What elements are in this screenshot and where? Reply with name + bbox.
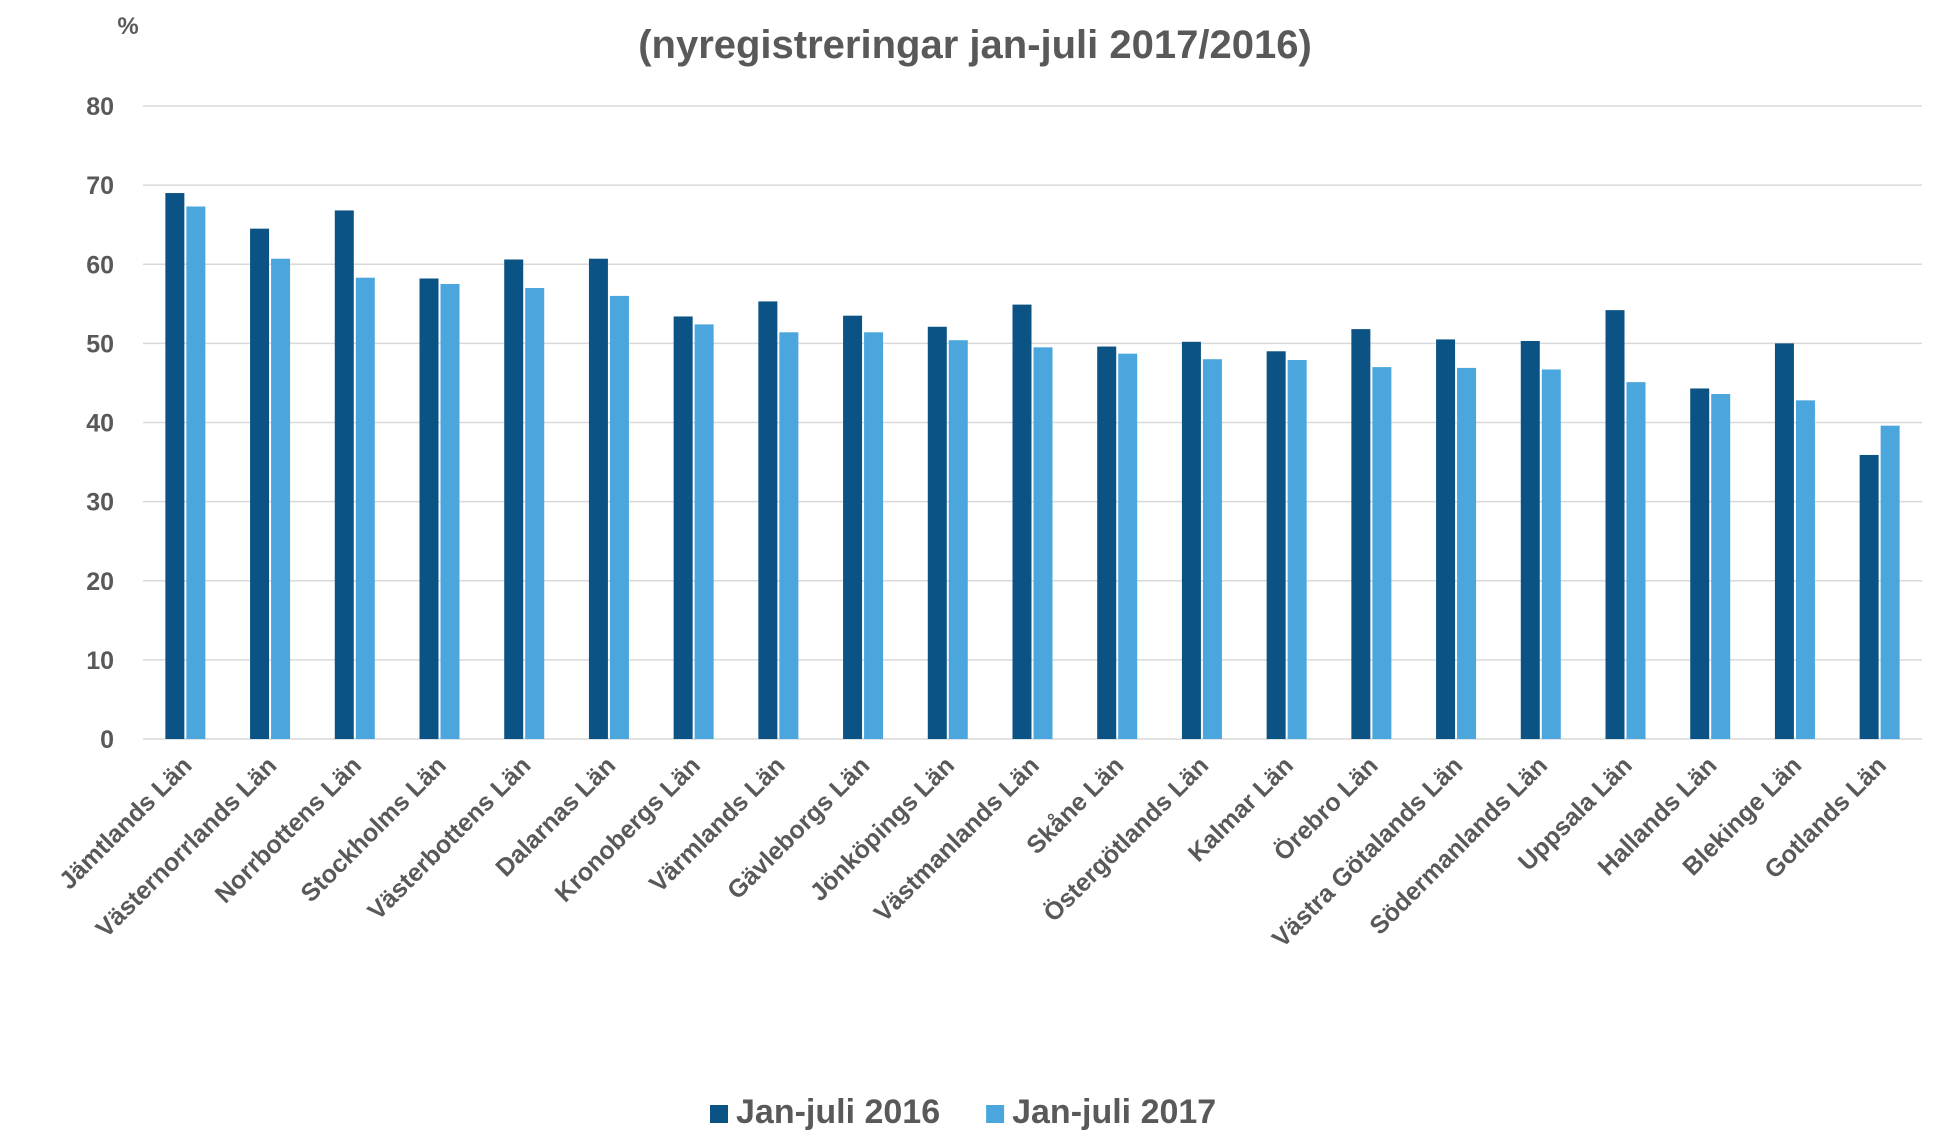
bar <box>948 340 968 739</box>
y-tick-label: 0 <box>100 726 114 754</box>
bar <box>694 324 714 739</box>
y-tick-label: 20 <box>86 568 114 596</box>
bar <box>1626 382 1646 739</box>
bar <box>1266 351 1286 739</box>
bar <box>1605 310 1625 739</box>
y-tick-label: 70 <box>86 172 114 200</box>
bar <box>504 259 524 739</box>
bar <box>1033 347 1053 739</box>
bar <box>334 210 354 739</box>
bar <box>779 332 799 739</box>
legend-swatch <box>710 1105 728 1123</box>
bar <box>186 206 206 739</box>
bar <box>588 258 608 739</box>
bar <box>1795 400 1815 739</box>
bar <box>1541 369 1561 739</box>
y-tick-label: 80 <box>86 93 114 121</box>
bar <box>1436 339 1456 739</box>
bar <box>927 326 947 739</box>
bar <box>271 258 291 739</box>
y-tick-label: 10 <box>86 647 114 675</box>
bar <box>1181 341 1201 739</box>
y-axis-label: % <box>117 13 138 40</box>
bar <box>1097 346 1117 739</box>
bar <box>673 316 693 739</box>
bar <box>250 228 270 740</box>
bar <box>419 278 439 739</box>
y-tick-label: 50 <box>86 330 114 358</box>
bar <box>1711 394 1731 739</box>
legend-label: Jan-juli 2017 <box>1012 1093 1216 1131</box>
bar <box>1774 343 1794 739</box>
bar <box>165 193 185 740</box>
y-tick-label: 30 <box>86 489 114 517</box>
y-tick-label: 60 <box>86 251 114 279</box>
bar <box>1372 367 1392 739</box>
legend-swatch <box>986 1105 1005 1123</box>
bar <box>1457 367 1477 739</box>
bar <box>609 295 629 739</box>
bar <box>1880 425 1900 739</box>
bar <box>1859 454 1879 739</box>
y-tick-label: 40 <box>86 410 114 438</box>
bar <box>1202 359 1222 739</box>
legend-label: Jan-juli 2016 <box>736 1093 940 1131</box>
bar <box>355 277 375 739</box>
bar <box>1012 304 1032 739</box>
bar <box>758 301 778 739</box>
bar <box>1520 341 1540 739</box>
bar <box>1351 329 1371 739</box>
bar <box>843 315 863 739</box>
bar <box>1118 353 1138 739</box>
bar <box>1287 359 1307 739</box>
bar <box>1690 388 1710 739</box>
chart-subtitle: (nyregistreringar jan-juli 2017/2016) <box>638 23 1312 67</box>
bar <box>525 287 545 739</box>
bar <box>864 332 884 739</box>
bar <box>440 284 460 739</box>
